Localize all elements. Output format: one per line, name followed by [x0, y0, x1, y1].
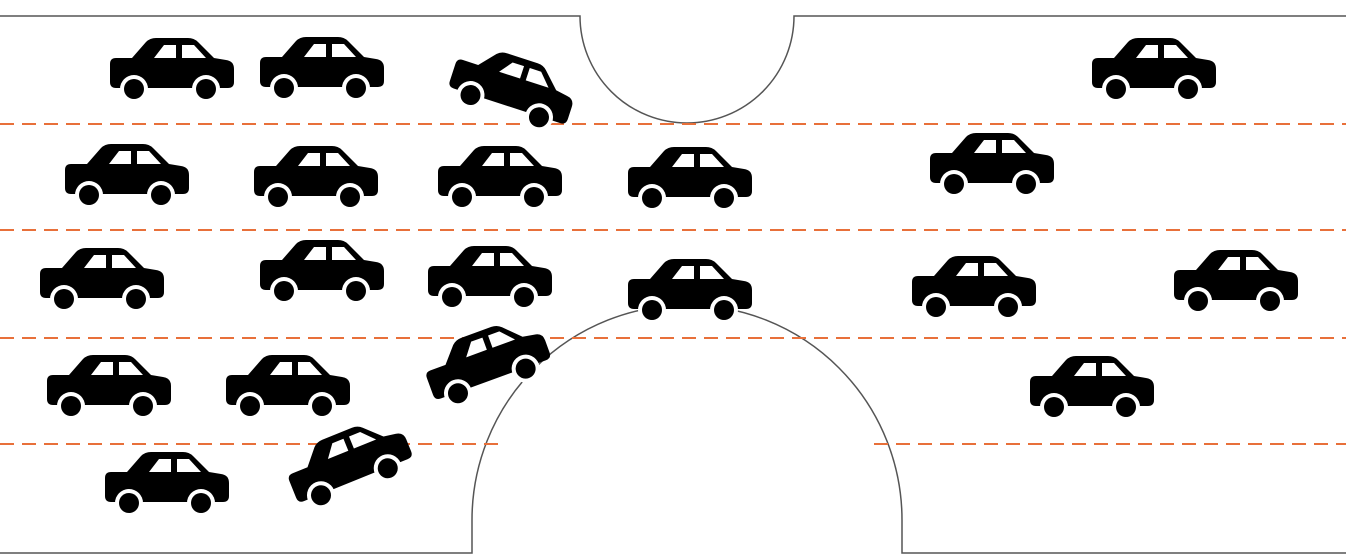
- car-icon: [260, 240, 384, 305]
- car-icon: [226, 355, 350, 420]
- car-icon: [417, 311, 557, 415]
- car-icon: [1030, 356, 1154, 421]
- car-icon: [279, 410, 419, 518]
- road-top-edge: [0, 15, 1346, 124]
- car-icon: [105, 452, 229, 517]
- car-icon: [428, 246, 552, 311]
- car-icon: [40, 248, 164, 313]
- car-icon: [254, 146, 378, 211]
- car-icon: [1174, 250, 1298, 315]
- car-icon: [260, 37, 384, 102]
- lane-dividers: [0, 123, 1346, 445]
- car-icon: [628, 147, 752, 212]
- car-icon: [47, 355, 171, 420]
- cars-layer: [40, 37, 1298, 518]
- car-icon: [628, 259, 752, 324]
- car-icon: [930, 133, 1054, 198]
- car-icon: [912, 256, 1036, 321]
- car-icon: [65, 144, 189, 209]
- car-icon: [1092, 38, 1216, 103]
- car-icon: [110, 38, 234, 103]
- car-icon: [438, 146, 562, 211]
